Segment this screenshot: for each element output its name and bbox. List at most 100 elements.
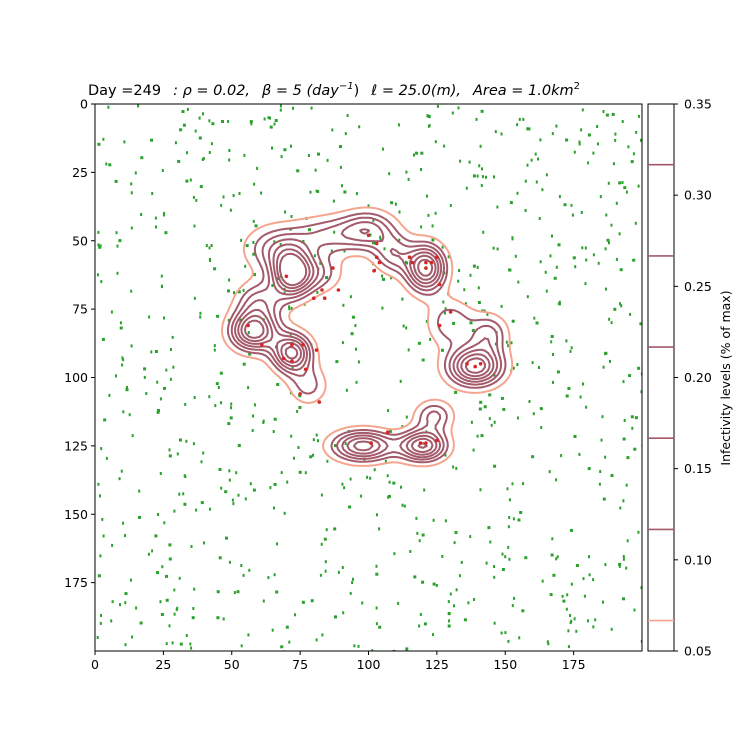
susceptible-point	[352, 577, 354, 581]
susceptible-point	[505, 340, 508, 344]
susceptible-point	[467, 601, 470, 605]
susceptible-point	[273, 417, 277, 421]
susceptible-point	[101, 337, 105, 341]
susceptible-point	[350, 332, 354, 336]
susceptible-point	[160, 613, 164, 616]
susceptible-point	[301, 600, 305, 604]
susceptible-point	[375, 606, 378, 610]
susceptible-point	[511, 604, 514, 608]
susceptible-point	[493, 575, 496, 579]
infected-point	[284, 274, 289, 279]
susceptible-point	[441, 348, 444, 352]
susceptible-point	[511, 482, 514, 486]
susceptible-point	[585, 258, 588, 262]
susceptible-point	[122, 358, 125, 362]
susceptible-point	[528, 400, 531, 403]
susceptible-point	[527, 127, 531, 131]
susceptible-point	[531, 455, 535, 459]
susceptible-point	[110, 310, 113, 314]
susceptible-point	[210, 244, 213, 247]
susceptible-point	[455, 588, 458, 592]
susceptible-point	[354, 324, 357, 328]
susceptible-point	[297, 446, 300, 449]
susceptible-point	[482, 230, 485, 234]
susceptible-point	[351, 581, 354, 584]
susceptible-point	[463, 288, 466, 292]
susceptible-point	[171, 641, 174, 645]
susceptible-point	[128, 413, 131, 417]
susceptible-point	[622, 499, 625, 503]
susceptible-point	[135, 606, 138, 610]
susceptible-point	[324, 560, 327, 564]
susceptible-point	[480, 184, 483, 187]
susceptible-point	[435, 584, 438, 587]
susceptible-point	[488, 393, 492, 397]
y-axis: 0 25 50 75 100 125 150 175	[64, 97, 95, 590]
susceptible-point	[230, 402, 233, 406]
susceptible-point	[115, 231, 118, 235]
x-tick-label: 175	[562, 657, 586, 672]
susceptible-point	[124, 601, 127, 605]
susceptible-point	[252, 488, 256, 492]
susceptible-point	[233, 591, 236, 595]
susceptible-point	[165, 368, 168, 372]
susceptible-point	[565, 394, 569, 398]
infected-point	[437, 323, 442, 328]
susceptible-point	[432, 582, 436, 586]
susceptible-point	[269, 125, 273, 129]
susceptible-point	[227, 422, 231, 426]
susceptible-point	[526, 163, 529, 167]
susceptible-point	[361, 601, 364, 605]
susceptible-point	[533, 316, 536, 320]
infected-point	[366, 233, 371, 238]
susceptible-point	[387, 494, 391, 498]
susceptible-point	[349, 591, 352, 595]
susceptible-point	[420, 168, 422, 171]
susceptible-point	[118, 477, 121, 481]
susceptible-point	[472, 264, 476, 268]
susceptible-point	[273, 122, 276, 126]
x-tick-label: 125	[425, 657, 449, 672]
susceptible-point	[628, 374, 632, 378]
susceptible-point	[407, 348, 410, 352]
susceptible-point	[173, 612, 176, 616]
susceptible-point	[198, 136, 202, 140]
susceptible-point	[369, 233, 372, 237]
susceptible-point	[220, 401, 222, 405]
susceptible-point	[181, 110, 185, 113]
susceptible-point	[550, 553, 554, 557]
title-rho: :	[173, 83, 183, 99]
susceptible-point	[284, 210, 286, 214]
susceptible-point	[254, 403, 256, 407]
susceptible-point	[574, 265, 577, 269]
susceptible-point	[195, 508, 198, 512]
susceptible-point	[179, 128, 183, 132]
susceptible-point	[549, 593, 553, 597]
susceptible-point	[512, 366, 515, 370]
susceptible-point	[309, 190, 312, 194]
susceptible-point	[201, 158, 204, 161]
susceptible-point	[371, 649, 374, 651]
susceptible-point	[151, 549, 154, 553]
susceptible-point	[164, 231, 168, 235]
susceptible-point	[405, 647, 409, 651]
infected-point	[331, 266, 335, 270]
susceptible-point	[290, 306, 293, 310]
susceptible-point	[506, 487, 509, 491]
susceptible-point	[308, 228, 311, 232]
susceptible-point	[512, 517, 515, 521]
susceptible-point	[248, 352, 252, 356]
susceptible-point	[447, 600, 450, 604]
susceptible-point	[419, 613, 422, 616]
susceptible-point	[124, 592, 128, 596]
susceptible-point	[200, 501, 204, 505]
susceptible-point	[220, 486, 223, 490]
susceptible-point	[294, 613, 296, 617]
susceptible-point	[551, 537, 554, 541]
susceptible-point	[486, 312, 489, 316]
susceptible-point	[605, 113, 609, 117]
title-rho-value: ρ = 0.02,	[183, 83, 250, 99]
susceptible-point	[292, 106, 294, 110]
susceptible-point	[465, 186, 468, 190]
susceptible-point	[185, 634, 188, 637]
